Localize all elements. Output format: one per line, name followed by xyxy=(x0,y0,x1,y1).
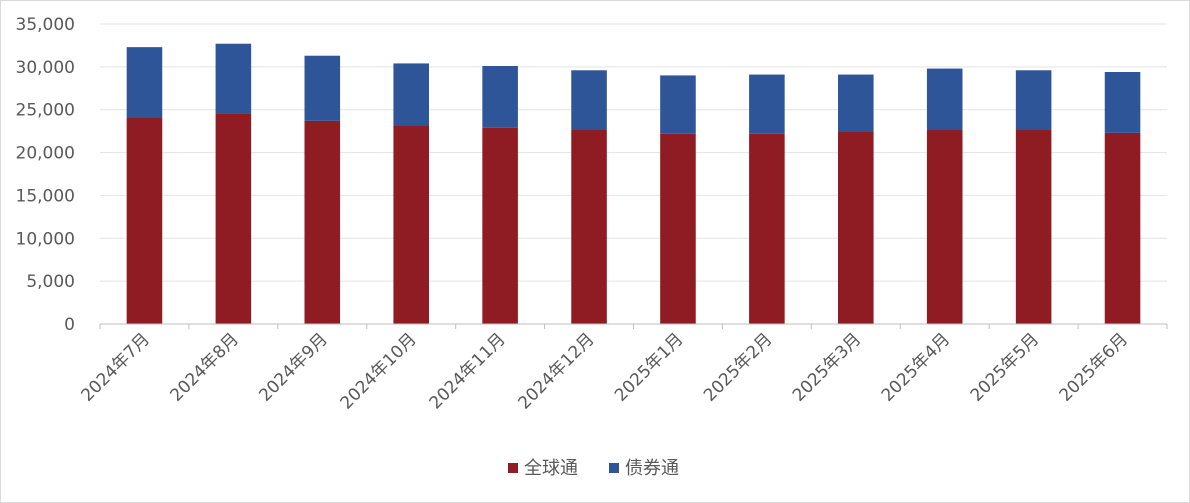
x-tick-label: 2024年10月 xyxy=(337,329,421,413)
x-tick-label: 2025年1月 xyxy=(611,329,687,405)
legend-label-1: 全球通 xyxy=(524,458,578,479)
y-tick-label: 0 xyxy=(64,315,75,335)
bar-series2-2 xyxy=(304,55,341,121)
bar-series2-3 xyxy=(393,63,429,126)
bar-series1-9 xyxy=(926,129,963,324)
bar-series2-6 xyxy=(660,75,696,134)
x-tick-label: 2024年7月 xyxy=(78,329,154,405)
x-tick-label: 2024年12月 xyxy=(514,329,598,413)
y-tick-label: 25,000 xyxy=(16,101,75,121)
bar-series2-7 xyxy=(749,74,785,134)
x-tick-label: 2025年2月 xyxy=(700,329,776,405)
y-tick-label: 10,000 xyxy=(16,229,75,249)
legend-swatch-2 xyxy=(609,463,619,473)
bar-series2-10 xyxy=(1015,70,1052,130)
y-axis-tick-labels: 0 5,000 10,000 15,000 20,000 25,000 30,000 35,0… xyxy=(16,15,75,335)
x-tick-label: 2025年5月 xyxy=(967,329,1043,405)
x-tick-label: 2025年4月 xyxy=(878,329,954,405)
bar-series2-11 xyxy=(1104,72,1141,133)
bars xyxy=(126,43,1141,325)
bar-series1-10 xyxy=(1015,129,1052,324)
bar-series1-4 xyxy=(482,127,518,324)
y-tick-label: 5,000 xyxy=(26,272,75,292)
legend-swatch-1 xyxy=(508,463,518,473)
y-tick-label: 35,000 xyxy=(16,15,75,35)
legend-label-2: 债券通 xyxy=(625,458,679,479)
y-tick-label: 15,000 xyxy=(16,186,75,206)
x-tick-label: 2024年8月 xyxy=(166,329,242,405)
bar-series2-9 xyxy=(926,68,963,130)
bar-series1-6 xyxy=(660,133,696,324)
bar-series1-1 xyxy=(215,113,252,325)
bar-series1-3 xyxy=(393,126,429,324)
bar-series2-0 xyxy=(126,47,163,118)
bar-series1-5 xyxy=(571,129,607,324)
x-tick-label: 2025年6月 xyxy=(1056,329,1132,405)
bar-series1-0 xyxy=(126,117,163,324)
gridlines xyxy=(100,23,1167,282)
bar-series1-7 xyxy=(749,133,785,324)
bar-series2-8 xyxy=(838,74,874,132)
x-tick-label: 2024年9月 xyxy=(255,329,331,405)
legend: 全球通 债券通 xyxy=(508,458,679,479)
y-tick-label: 30,000 xyxy=(16,58,75,78)
x-axis xyxy=(99,323,1168,329)
y-tick-label: 20,000 xyxy=(16,144,75,164)
bar-series2-1 xyxy=(215,43,252,114)
bar-series2-5 xyxy=(571,70,607,130)
x-tick-label: 2025年3月 xyxy=(789,329,865,405)
x-axis-tick-labels: 2024年7月 2024年8月 2024年9月 2024年10月 2024年11月 202… xyxy=(78,329,1133,413)
bar-series1-11 xyxy=(1104,132,1141,324)
bar-series1-8 xyxy=(838,132,874,324)
bar-series1-2 xyxy=(304,120,341,324)
x-tick-label: 2024年11月 xyxy=(426,329,510,413)
bar-series2-4 xyxy=(482,66,518,128)
